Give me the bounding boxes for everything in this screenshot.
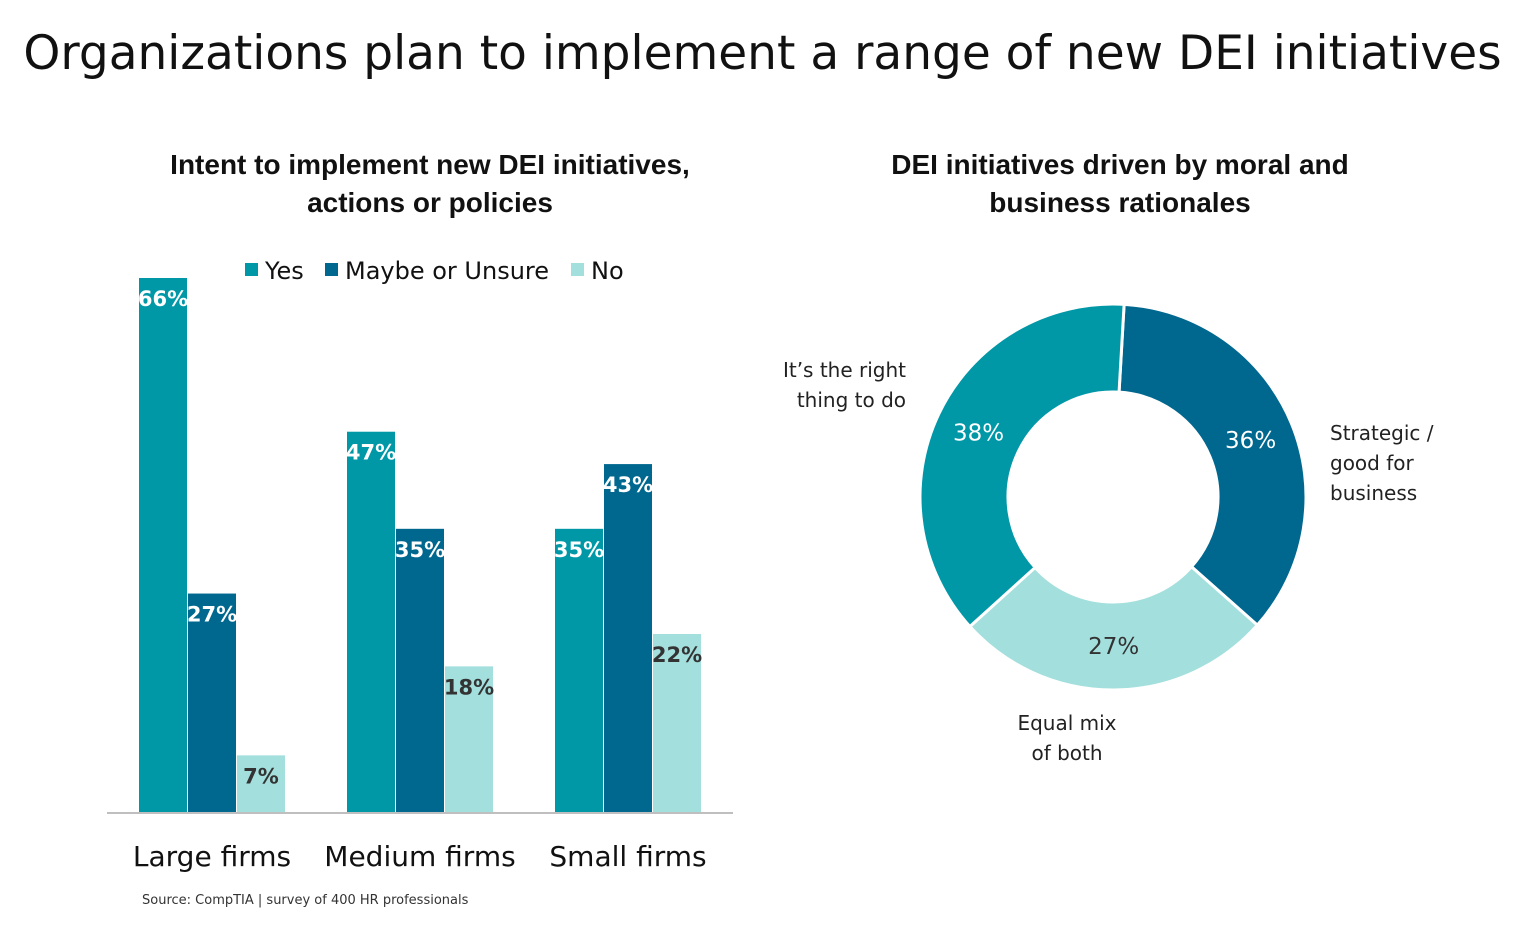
donut-chart-title: DEI initiatives driven by moral and busi… bbox=[840, 146, 1400, 222]
x-tick-2: Small firms bbox=[549, 840, 706, 873]
bar-2-1 bbox=[604, 464, 652, 812]
legend-swatch-2 bbox=[571, 263, 584, 276]
donut-value-label-2: 38% bbox=[953, 421, 1004, 447]
bar-0-1 bbox=[188, 593, 236, 812]
bar-chart-title-text: Intent to implement new DEI initiatives,… bbox=[170, 149, 690, 218]
bar-label-1-1: 35% bbox=[395, 538, 445, 562]
legend-label-2: No bbox=[591, 257, 624, 285]
bar-2-2 bbox=[653, 634, 701, 812]
bar-0-2 bbox=[237, 755, 285, 812]
bar-label-2-0: 35% bbox=[554, 538, 604, 562]
legend-swatch-1 bbox=[325, 263, 338, 276]
bar-label-1-2: 18% bbox=[444, 675, 494, 699]
legend-swatch-0 bbox=[245, 263, 258, 276]
bar-1-1 bbox=[396, 528, 444, 812]
bar-0-0 bbox=[139, 278, 187, 812]
donut-category-label-0: Strategic / good for business bbox=[1330, 421, 1434, 505]
legend-label-1: Maybe or Unsure bbox=[345, 257, 549, 285]
donut-category-label-2: It’s the right thing to do bbox=[783, 358, 906, 412]
donut-value-label-1: 27% bbox=[1088, 634, 1139, 660]
bar-label-1-0: 47% bbox=[346, 441, 396, 465]
donut-category-label-1: Equal mix of both bbox=[1017, 711, 1116, 765]
bar-label-0-0: 66% bbox=[138, 287, 188, 311]
bar-label-0-2: 7% bbox=[243, 764, 279, 788]
bar-2-0 bbox=[555, 528, 603, 812]
bar-1-0 bbox=[347, 431, 395, 812]
donut-chart-title-text: DEI initiatives driven by moral and busi… bbox=[891, 149, 1349, 218]
bar-label-0-1: 27% bbox=[187, 603, 237, 627]
bar-chart-title: Intent to implement new DEI initiatives,… bbox=[150, 146, 710, 222]
x-tick-0: Large firms bbox=[133, 840, 291, 873]
source-note: Source: CompTIA | survey of 400 HR profe… bbox=[142, 893, 469, 908]
donut-slice-2 bbox=[918, 302, 1126, 629]
donut-slice-0 bbox=[1117, 302, 1308, 628]
page-title: Organizations plan to implement a range … bbox=[23, 26, 1502, 81]
x-tick-1: Medium firms bbox=[324, 840, 515, 873]
bar-label-2-2: 22% bbox=[652, 643, 702, 667]
bar-label-2-1: 43% bbox=[603, 473, 653, 497]
legend-label-0: Yes bbox=[264, 257, 304, 285]
donut-slice-1 bbox=[967, 564, 1260, 692]
bar-1-2 bbox=[445, 666, 493, 812]
donut-value-label-0: 36% bbox=[1225, 428, 1276, 454]
